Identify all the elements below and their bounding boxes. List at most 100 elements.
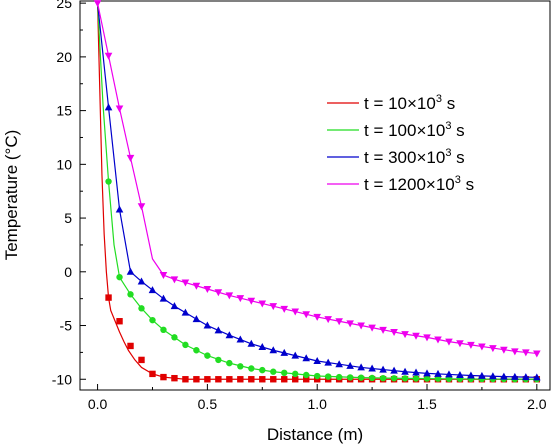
data-point: [148, 286, 157, 294]
series-3: [96, 3, 541, 381]
data-point: [313, 376, 321, 383]
data-point: [533, 373, 541, 381]
data-point: [237, 363, 244, 370]
data-point: [511, 372, 519, 380]
data-point: [313, 356, 321, 364]
data-point: [126, 267, 135, 275]
data-point: [204, 376, 211, 383]
data-point: [171, 374, 178, 382]
data-point: [292, 376, 299, 383]
data-point: [138, 305, 145, 312]
legend: t = 10×103 s t = 100×103 s t = 300×103 s t …: [327, 93, 474, 194]
data-point: [478, 371, 486, 379]
x-axis-title: Distance (m): [267, 425, 363, 444]
data-point: [247, 297, 256, 305]
data-point: [313, 372, 321, 380]
data-point: [225, 292, 234, 300]
y-tick-label: 5: [64, 210, 72, 226]
x-tick-label: 1.0: [307, 396, 327, 412]
data-point: [357, 363, 365, 371]
data-point: [324, 316, 332, 324]
data-point: [335, 373, 343, 381]
data-point: [126, 154, 135, 162]
data-point: [434, 375, 442, 382]
data-point: [258, 343, 267, 351]
data-point: [203, 285, 212, 293]
data-point: [434, 369, 442, 377]
data-point: [401, 375, 409, 382]
data-point: [182, 376, 189, 383]
data-point: [259, 366, 266, 374]
data-point: [489, 372, 497, 380]
legend-entry: t = 300×103 s: [364, 147, 465, 167]
data-point: [236, 335, 245, 343]
data-point: [390, 366, 398, 374]
data-point: [193, 376, 200, 383]
data-point: [291, 351, 300, 359]
data-point: [115, 205, 124, 213]
data-point: [259, 376, 266, 383]
data-point: [182, 341, 189, 349]
data-point: [533, 350, 541, 358]
data-point: [204, 352, 211, 359]
data-point: [500, 372, 508, 380]
data-point: [423, 334, 431, 342]
data-point: [192, 282, 201, 290]
y-tick-label: 10: [56, 156, 72, 172]
x-tick-label: 1.5: [417, 396, 437, 412]
y-tick-label: 15: [56, 103, 72, 119]
data-point: [104, 52, 113, 60]
data-point: [324, 373, 332, 380]
legend-entry: t = 1200×103 s: [364, 174, 474, 194]
data-point: [160, 373, 167, 381]
data-point: [368, 374, 376, 382]
data-point: [346, 361, 354, 369]
data-point: [149, 370, 156, 378]
data-point: [280, 348, 289, 356]
data-point: [456, 370, 464, 378]
data-point: [137, 277, 146, 285]
data-point: [171, 334, 178, 341]
data-point: [357, 374, 365, 381]
data-point: [390, 375, 398, 382]
data-point: [115, 105, 124, 113]
data-point: [379, 374, 387, 382]
data-point: [511, 348, 519, 356]
data-point: [269, 346, 278, 354]
data-point: [280, 305, 289, 313]
data-point: [313, 313, 321, 321]
data-point: [401, 331, 409, 339]
data-point: [159, 272, 168, 280]
y-axis: -10 -5 0 5 10 15 20 25: [52, 0, 86, 387]
data-point: [127, 342, 134, 350]
data-point: [116, 273, 123, 281]
data-point: [116, 318, 123, 325]
data-point: [423, 375, 431, 382]
data-point: [401, 367, 409, 375]
data-point: [215, 376, 222, 383]
data-point: [412, 368, 420, 376]
y-tick-label: 20: [56, 49, 72, 65]
data-point: [302, 354, 311, 362]
data-point: [324, 358, 332, 366]
data-point: [423, 369, 431, 377]
data-point: [159, 294, 168, 302]
data-point: [226, 376, 233, 383]
data-point: [247, 339, 256, 347]
plot-frame: [79, 0, 551, 391]
data-point: [335, 360, 343, 368]
data-point: [270, 368, 277, 375]
legend-entry: t = 100×103 s: [364, 120, 465, 140]
data-point: [215, 356, 222, 364]
data-point: [270, 376, 277, 383]
data-point: [237, 376, 244, 383]
data-point: [225, 331, 234, 339]
x-tick-label: 2.0: [527, 396, 547, 412]
y-tick-label: 0: [64, 264, 72, 280]
data-point: [170, 302, 179, 310]
data-point: [248, 376, 255, 383]
data-point: [192, 315, 201, 323]
data-point: [390, 328, 398, 336]
data-point: [357, 322, 365, 330]
